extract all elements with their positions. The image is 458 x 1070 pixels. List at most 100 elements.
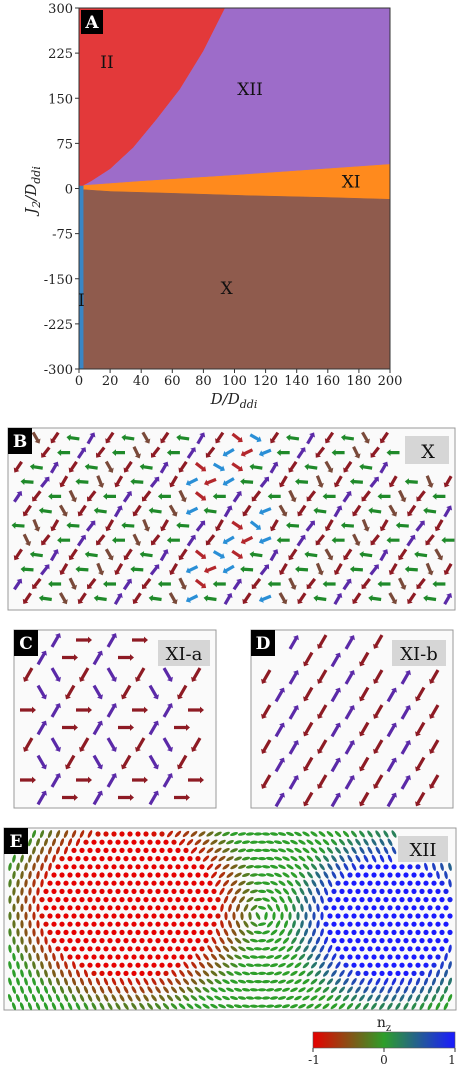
spin-dot — [363, 854, 369, 863]
spin-dot — [235, 920, 241, 929]
spin-dot — [171, 954, 177, 960]
spin-dot — [273, 1004, 283, 1008]
spin-dot — [411, 954, 417, 960]
spin-dot — [139, 970, 145, 977]
spin-dot — [195, 872, 201, 878]
spin-dot — [40, 944, 44, 953]
spin-arrow — [249, 520, 262, 530]
spin-dot — [8, 961, 12, 970]
spin-dot — [249, 889, 259, 894]
spin-dot — [147, 872, 153, 878]
phase-label-d: XI-b — [400, 644, 438, 665]
spin-arrow — [386, 757, 397, 773]
spin-arrow — [178, 489, 187, 503]
spin-dot — [179, 938, 185, 944]
spin-dot — [427, 1002, 433, 1010]
spin-arrow — [249, 551, 263, 558]
spin-dot — [303, 945, 309, 953]
spin-arrow — [251, 577, 262, 590]
spin-dot — [32, 961, 36, 970]
spin-dot — [443, 938, 449, 944]
spin-dot — [186, 839, 194, 846]
spin-dot — [159, 847, 165, 854]
spin-dot — [435, 1002, 441, 1011]
spin-dot — [241, 971, 251, 976]
spin-arrow — [41, 534, 51, 546]
spin-arrow — [132, 533, 141, 547]
spin-dot — [427, 872, 433, 878]
spin-dot — [115, 1002, 121, 1010]
spin-arrow — [195, 520, 206, 532]
spin-dot — [159, 978, 165, 986]
spin-dot — [28, 920, 32, 929]
spin-dot — [174, 830, 182, 838]
spin-dot — [44, 854, 48, 863]
spin-dot — [248, 911, 252, 921]
spin-arrow — [370, 534, 380, 546]
spin-dot — [123, 856, 129, 862]
spin-dot — [95, 994, 101, 1002]
spin-dot — [67, 872, 73, 878]
spin-dot — [265, 988, 275, 992]
panel-e-badge — [4, 828, 28, 854]
spin-dot — [347, 969, 353, 978]
spin-dot — [159, 929, 165, 936]
spin-dot — [111, 946, 117, 952]
spin-arrow — [288, 489, 297, 503]
spin-dot — [87, 946, 93, 952]
spin-dot — [187, 921, 193, 927]
spin-arrow — [415, 686, 426, 702]
spin-dot — [43, 1002, 49, 1011]
spin-dot — [315, 887, 321, 896]
spin-dot — [107, 985, 113, 994]
spin-dot — [207, 880, 213, 886]
spin-dot — [135, 831, 141, 837]
spin-dot — [234, 872, 242, 878]
spin-dot — [143, 994, 149, 1002]
spin-arrow — [118, 724, 134, 731]
spin-dot — [399, 913, 405, 919]
spin-dot — [286, 962, 294, 968]
spin-dot — [403, 1002, 409, 1010]
spin-dot — [79, 847, 85, 854]
spin-arrow — [123, 460, 133, 473]
spin-arrow — [178, 577, 187, 590]
spin-dot — [190, 995, 198, 1001]
spin-dot — [303, 895, 309, 904]
spin-arrow — [400, 705, 411, 720]
spin-dot — [210, 855, 218, 862]
spin-dot — [387, 838, 393, 846]
spin-dot — [154, 1002, 162, 1010]
spin-dot — [300, 920, 304, 929]
spin-dot — [391, 864, 397, 870]
spin-dot — [111, 994, 117, 1002]
spin-dot — [166, 830, 174, 838]
spin-arrow — [205, 446, 216, 458]
y-tick-label: -75 — [52, 228, 73, 243]
spin-arrow — [222, 447, 235, 457]
spin-dot — [407, 994, 413, 1002]
spin-dot — [316, 920, 320, 929]
spin-dot — [323, 953, 329, 961]
spin-dot — [261, 996, 271, 1000]
spin-dot — [28, 952, 32, 962]
spin-dot — [326, 995, 334, 1001]
spin-dot — [311, 945, 317, 953]
spin-dot — [415, 897, 421, 903]
spin-dot — [214, 962, 222, 969]
spin-arrow — [168, 504, 178, 517]
spin-dot — [20, 969, 24, 978]
spin-dot — [206, 831, 214, 837]
spin-dot — [111, 880, 117, 886]
spin-arrow — [203, 565, 217, 574]
spin-arrow — [66, 522, 80, 529]
spin-dot — [351, 880, 357, 886]
spin-arrow — [407, 592, 417, 604]
spin-dot — [310, 863, 318, 871]
spin-arrow — [38, 594, 52, 602]
spin-dot — [281, 1004, 291, 1009]
spin-arrow — [86, 577, 97, 590]
spin-dot — [167, 847, 173, 854]
spin-arrow — [191, 667, 202, 682]
